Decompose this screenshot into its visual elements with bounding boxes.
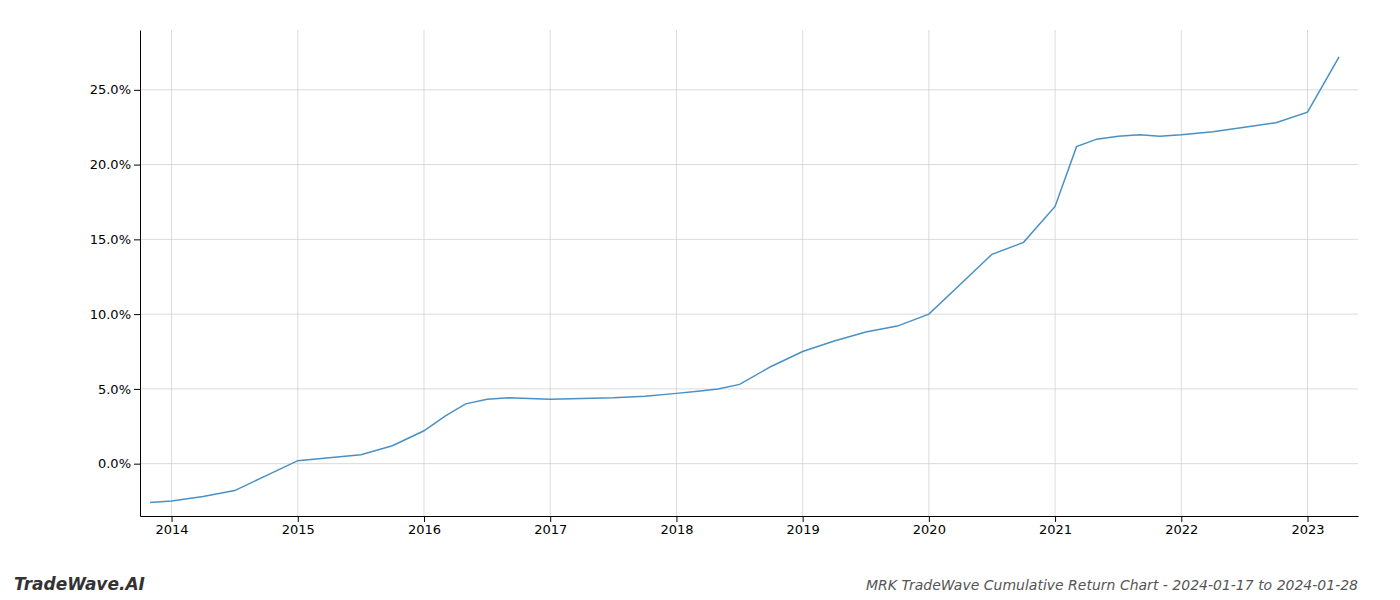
y-tick: 15.0% [90,232,140,247]
x-tick-label: 2014 [156,522,189,537]
grid-line [297,30,298,516]
grid-line [140,89,1358,90]
y-tick-label: 15.0% [90,232,131,247]
x-tick: 2019 [787,516,820,537]
grid-line [550,30,551,516]
grid-line [140,164,1358,165]
y-tick-mark [134,389,140,390]
y-tick: 25.0% [90,82,140,97]
x-tick-mark [803,516,804,522]
grid-line [1181,30,1182,516]
y-tick-mark [134,314,140,315]
x-tick-mark [298,516,299,522]
y-tick: 5.0% [98,382,140,397]
y-tick-label: 5.0% [98,382,131,397]
y-tick-mark [134,165,140,166]
grid-line [802,30,803,516]
x-tick-mark [676,516,677,522]
x-tick-mark [172,516,173,522]
x-tick: 2016 [408,516,441,537]
x-tick-mark [550,516,551,522]
y-tick-mark [134,90,140,91]
x-tick-mark [424,516,425,522]
x-tick-label: 2023 [1291,522,1324,537]
y-tick: 10.0% [90,307,140,322]
x-tick-mark [1055,516,1056,522]
watermark: TradeWave.AI [14,574,145,594]
x-tick-mark [1308,516,1309,522]
x-tick: 2022 [1165,516,1198,537]
x-tick: 2021 [1039,516,1072,537]
y-tick-mark [134,464,140,465]
x-tick: 2020 [913,516,946,537]
grid-line [1055,30,1056,516]
grid-line [140,314,1358,315]
y-tick-mark [134,239,140,240]
x-tick-label: 2020 [913,522,946,537]
x-tick: 2017 [534,516,567,537]
x-tick: 2023 [1291,516,1324,537]
y-tick-label: 0.0% [98,456,131,471]
grid-line [140,388,1358,389]
plot-area: 2014 2015 2016 2017 2018 2019 2020 2021 2022 2023… [90,30,1359,537]
x-tick-mark [929,516,930,522]
x-tick-mark [1181,516,1182,522]
grid-line [928,30,929,516]
line [150,57,1339,503]
x-tick: 2018 [660,516,693,537]
y-tick-label: 25.0% [90,82,131,97]
grid-line [140,239,1358,240]
grid-line [1307,30,1308,516]
y-axis-line [140,31,141,517]
title: MRK TradeWave Cumulative Return Chart - … [866,577,1358,593]
grid-line [171,30,172,516]
x-tick-label: 2021 [1039,522,1072,537]
x-axis-line [141,516,1359,517]
x-tick-label: 2019 [787,522,820,537]
x-tick: 2014 [156,516,189,537]
grid-line [423,30,424,516]
x-tick-label: 2016 [408,522,441,537]
y-tick-label: 20.0% [90,157,131,172]
marks [150,57,1339,503]
grid [140,30,1358,516]
y-axis: 0.0% 5.0% 10.0% 15.0% 20.0% 25.0% [90,31,141,517]
x-axis: 2014 2015 2016 2017 2018 2019 2020 2021 2022 2023 [141,516,1359,537]
x-tick-label: 2018 [660,522,693,537]
chart: 2014 2015 2016 2017 2018 2019 2020 2021 2022 2023… [0,0,1400,600]
y-tick: 0.0% [98,456,140,471]
x-tick-label: 2022 [1165,522,1198,537]
x-tick: 2015 [282,516,315,537]
grid-line [140,463,1358,464]
grid-line [676,30,677,516]
y-tick: 20.0% [90,157,140,172]
y-tick-label: 10.0% [90,307,131,322]
x-tick-label: 2017 [534,522,567,537]
x-tick-label: 2015 [282,522,315,537]
